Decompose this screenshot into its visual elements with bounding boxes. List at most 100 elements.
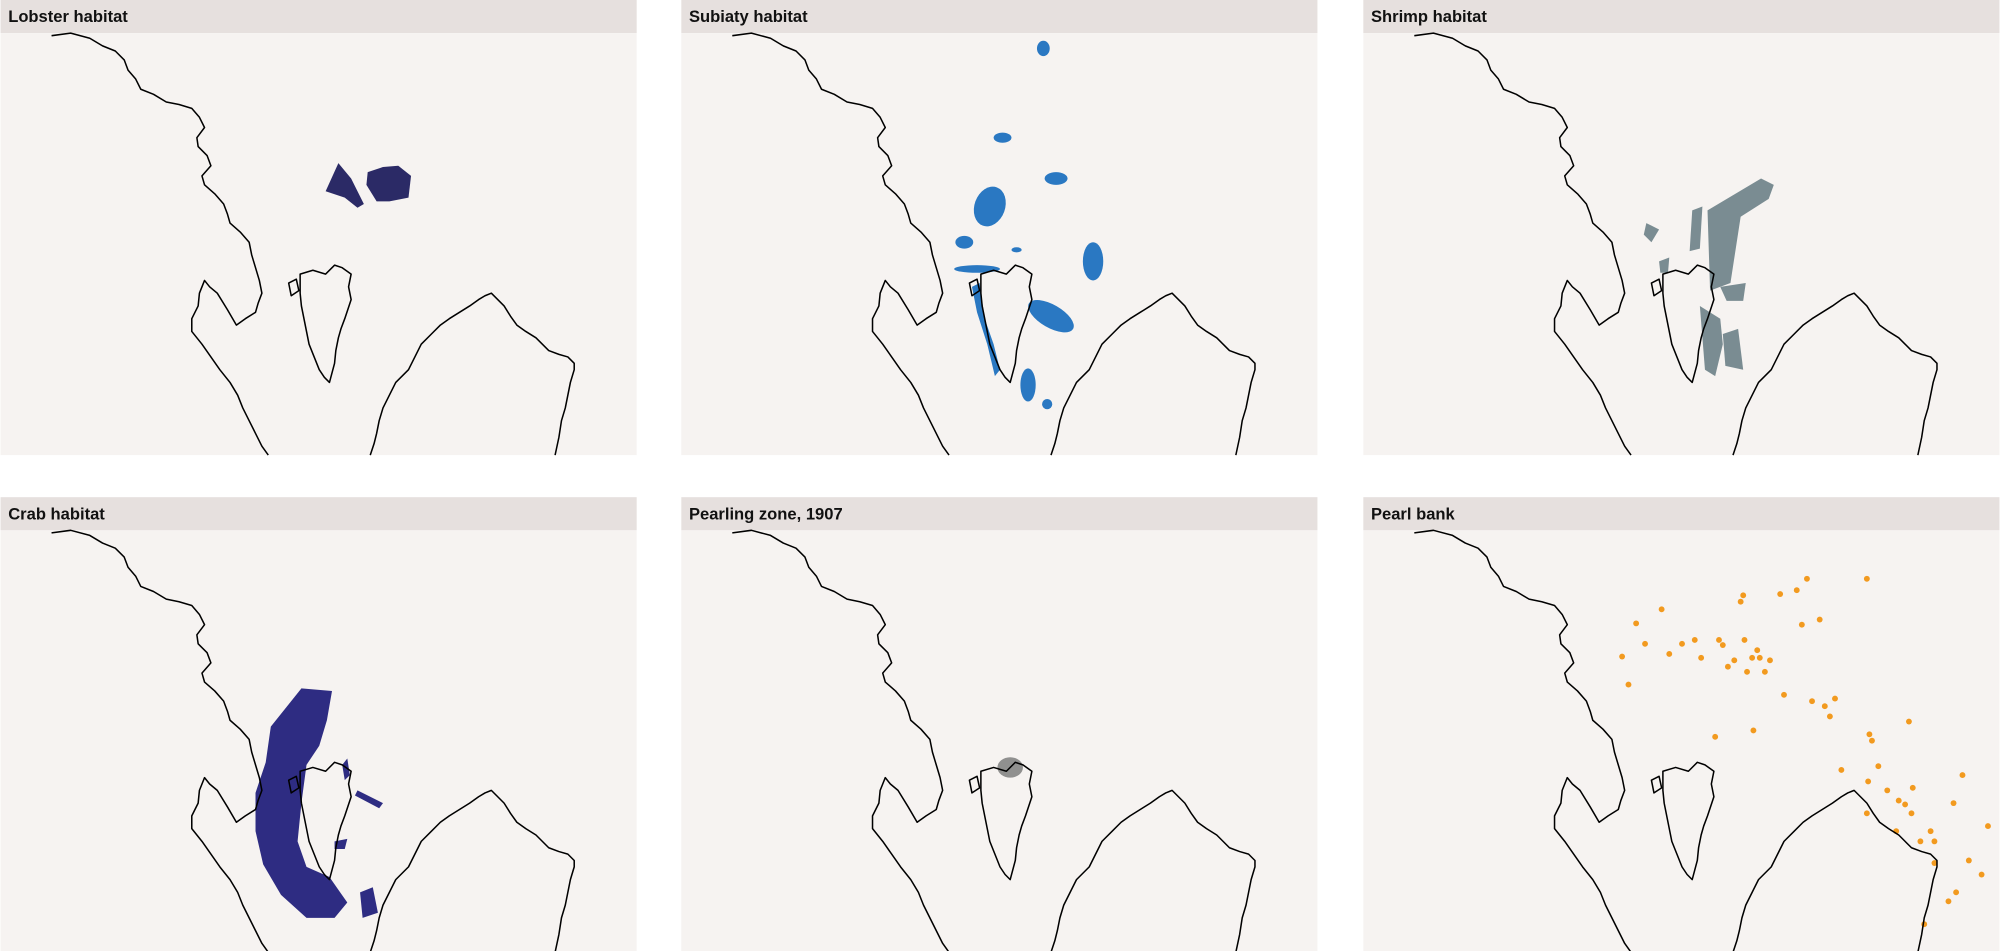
habitat-area bbox=[1643, 223, 1660, 243]
pearl-bank bbox=[1642, 640, 1648, 647]
pearl-bank bbox=[1895, 797, 1902, 804]
pearl-bank bbox=[1832, 695, 1838, 702]
pearl-bank bbox=[1821, 703, 1828, 710]
pearl-bank bbox=[1908, 810, 1915, 817]
pearl-bank bbox=[1731, 657, 1738, 664]
pearl-bank bbox=[1719, 642, 1726, 648]
pearl-bank bbox=[1875, 763, 1882, 770]
panel-header bbox=[681, 497, 1318, 531]
habitat-area bbox=[993, 132, 1012, 143]
pearl-bank bbox=[1863, 575, 1870, 582]
pearl-bank bbox=[1781, 691, 1787, 698]
map-background bbox=[0, 33, 637, 456]
map-panel: Shrimp habitat bbox=[1363, 0, 2000, 456]
pearl-bank bbox=[1666, 651, 1673, 657]
pearl-bank bbox=[1737, 598, 1744, 605]
pearl-bank bbox=[1658, 606, 1665, 613]
habitat-area bbox=[1720, 283, 1746, 301]
map-background bbox=[1363, 530, 2000, 951]
habitat-area bbox=[1011, 247, 1022, 253]
habitat-area bbox=[954, 265, 1000, 273]
pearl-bank bbox=[1863, 810, 1870, 817]
habitat-area bbox=[973, 186, 1006, 227]
habitat-area bbox=[1042, 399, 1053, 410]
pearl-bank bbox=[1633, 620, 1640, 627]
pearl-bank bbox=[1712, 733, 1719, 740]
pearl-bank bbox=[1978, 871, 1985, 878]
habitat-area bbox=[1044, 172, 1068, 185]
habitat-area bbox=[1028, 299, 1074, 333]
pearl-bank bbox=[1838, 767, 1845, 773]
pearl-bank bbox=[1826, 713, 1833, 720]
habitat-area bbox=[360, 887, 378, 918]
pearl-bank bbox=[1679, 640, 1685, 647]
panel-title: Pearl bank bbox=[1371, 504, 1456, 523]
pearl-bank bbox=[1691, 637, 1698, 643]
pearl-bank bbox=[1816, 616, 1823, 623]
panel-title: Lobster habitat bbox=[8, 7, 128, 26]
habitat-area bbox=[1659, 257, 1670, 273]
pearl-bank bbox=[1950, 800, 1957, 807]
pearl-bank bbox=[1927, 828, 1934, 835]
pearl-bank bbox=[1965, 857, 1972, 864]
pearl-bank bbox=[1866, 731, 1873, 738]
panel-title: Subiaty habitat bbox=[689, 7, 808, 26]
panel-title: Crab habitat bbox=[8, 504, 105, 523]
habitat-area bbox=[354, 790, 383, 809]
habitat-area bbox=[366, 165, 412, 202]
pearl-bank bbox=[1909, 784, 1916, 791]
habitat-area bbox=[1707, 178, 1774, 291]
pearl-bank bbox=[1804, 575, 1810, 582]
pearl-bank bbox=[1750, 727, 1757, 734]
pearl-bank bbox=[1749, 654, 1756, 661]
panel-header bbox=[681, 0, 1318, 34]
pearl-bank bbox=[1931, 860, 1938, 866]
pearl-bank bbox=[1793, 587, 1800, 594]
pearl-bank bbox=[1777, 591, 1784, 597]
pearl-bank bbox=[1756, 654, 1763, 661]
panel-header bbox=[1363, 0, 2000, 34]
panel-header bbox=[0, 497, 637, 531]
pearl-bank bbox=[1869, 737, 1875, 744]
panel-header bbox=[1363, 497, 2000, 531]
pearl-bank bbox=[1953, 889, 1960, 896]
habitat-area bbox=[1082, 242, 1104, 281]
panel-header bbox=[0, 0, 637, 34]
pearl-bank bbox=[1931, 838, 1938, 845]
map-background bbox=[681, 33, 1318, 456]
panel-title: Pearling zone, 1907 bbox=[689, 504, 843, 523]
pearl-bank bbox=[1798, 621, 1805, 628]
pearl-bank bbox=[1744, 668, 1750, 675]
habitat-area bbox=[1722, 328, 1744, 370]
pearl-bank bbox=[1902, 801, 1909, 808]
pearl-bank bbox=[1884, 787, 1891, 794]
map-panel: Pearl bank bbox=[1363, 497, 2000, 951]
map-panel: Lobster habitat bbox=[0, 0, 637, 456]
pearl-bank bbox=[1761, 668, 1768, 675]
pearl-bank bbox=[1917, 838, 1924, 845]
pearl-bank bbox=[1905, 718, 1912, 725]
pearl-bank bbox=[1945, 898, 1952, 905]
pearl-bank bbox=[1716, 637, 1722, 643]
pearl-bank bbox=[1959, 772, 1966, 779]
pearl-bank bbox=[1985, 823, 1991, 830]
habitat-area bbox=[1689, 206, 1703, 252]
pearl-bank bbox=[1767, 657, 1773, 664]
pearl-bank bbox=[1740, 592, 1747, 599]
pearl-bank bbox=[1754, 647, 1761, 654]
pearl-bank bbox=[1625, 681, 1632, 688]
habitat-area bbox=[342, 758, 350, 781]
pearl-bank bbox=[1809, 698, 1815, 705]
panel-title: Shrimp habitat bbox=[1371, 7, 1487, 26]
pearl-bank bbox=[1724, 663, 1731, 670]
map-panel: Pearling zone, 1907 bbox=[681, 497, 1318, 951]
map-panel: Crab habitat bbox=[0, 497, 637, 951]
habitat-area bbox=[1020, 368, 1036, 402]
pearl-bank bbox=[1741, 637, 1748, 643]
map-panel: Subiaty habitat bbox=[681, 0, 1318, 456]
pearl-bank bbox=[1619, 653, 1626, 660]
habitat-area bbox=[1036, 40, 1050, 57]
pearl-bank bbox=[1865, 778, 1872, 785]
